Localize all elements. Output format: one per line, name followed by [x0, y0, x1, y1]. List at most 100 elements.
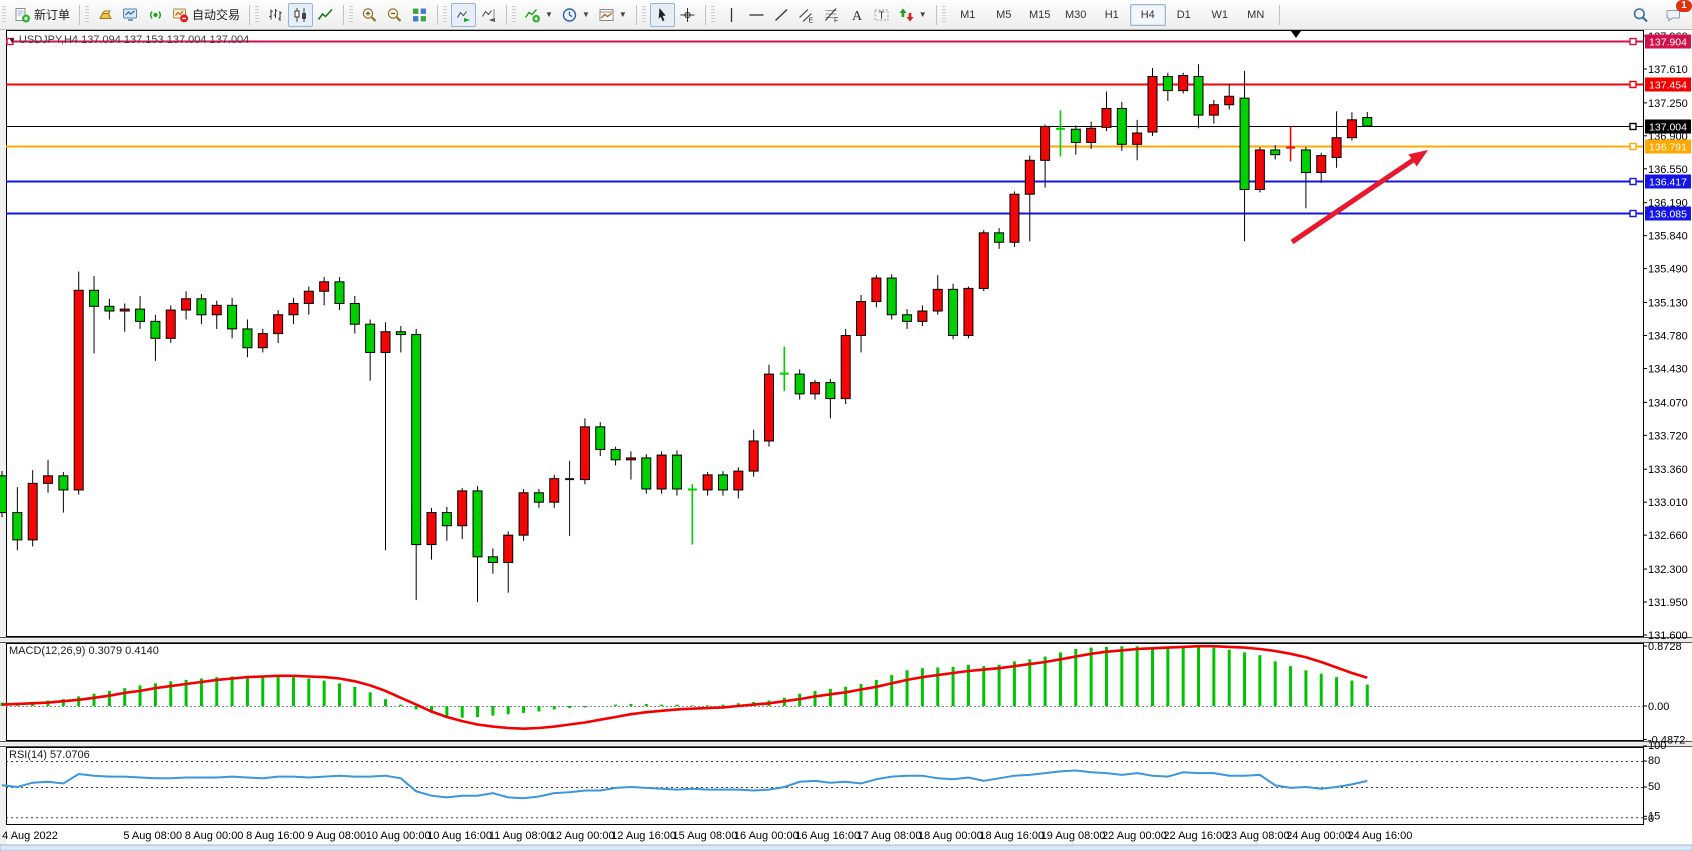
svg-text:22 Aug 00:00: 22 Aug 00:00 [1102, 830, 1167, 842]
svg-text:18 Aug 00:00: 18 Aug 00:00 [918, 830, 983, 842]
chart-shift-marker-icon [1291, 31, 1301, 38]
zoom-out-button[interactable] [382, 3, 407, 27]
timeframe-mn-button[interactable]: MN [1247, 8, 1265, 21]
timeframe-m5-button[interactable]: M5 [996, 8, 1012, 21]
arrows-button[interactable]: ▼ [894, 3, 931, 27]
indicators-icon [524, 7, 541, 23]
tile-windows-button[interactable] [407, 3, 432, 27]
line-chart-icon [317, 7, 334, 23]
chart-title-collapse-icon[interactable]: ▼ [8, 36, 16, 45]
svg-text:-0.4872: -0.4872 [1648, 734, 1685, 746]
svg-text:11 Aug 08:00: 11 Aug 08:00 [489, 830, 553, 842]
chart-shift-button[interactable] [476, 3, 501, 27]
chevron-down-icon[interactable]: ▼ [545, 10, 553, 19]
svg-text:8 Aug 00:00: 8 Aug 00:00 [185, 830, 244, 842]
line-handle[interactable] [6, 37, 14, 46]
svg-text:15: 15 [1648, 810, 1660, 822]
line-handle[interactable] [1629, 209, 1637, 218]
toolbar-grip [443, 5, 448, 24]
horizontal-line-button[interactable] [744, 3, 769, 27]
candlestick-button[interactable] [288, 2, 314, 27]
svg-text:134.780: 134.780 [1648, 330, 1688, 342]
timeframe-w1-button[interactable]: W1 [1211, 8, 1228, 21]
text-button[interactable]: A [844, 3, 869, 27]
svg-text:80: 80 [1648, 755, 1660, 767]
chevron-down-icon[interactable]: ▼ [918, 10, 927, 19]
auto-scroll-button[interactable] [451, 2, 477, 27]
svg-text:19 Aug 08:00: 19 Aug 08:00 [1041, 830, 1106, 842]
vertical-line-button[interactable] [719, 3, 744, 27]
search-button[interactable] [1628, 3, 1653, 27]
chevron-down-icon[interactable]: ▼ [581, 10, 590, 19]
toolbar-separator [79, 4, 81, 25]
svg-text:22 Aug 16:00: 22 Aug 16:00 [1163, 830, 1228, 842]
cursor-button[interactable] [649, 2, 675, 27]
candlestick-icon [292, 7, 309, 23]
toolbar-separator [635, 4, 637, 25]
channel-button[interactable]: E [794, 3, 819, 27]
rsi-panel: 100 80 50 150 [1, 740, 1666, 825]
timeframe-h1-button[interactable]: H1 [1104, 8, 1119, 21]
svg-text:4 Aug 2022: 4 Aug 2022 [2, 830, 58, 842]
toolbar-group-zoom [355, 0, 434, 29]
line-handle[interactable] [1629, 80, 1637, 89]
toolbar-grip [255, 5, 260, 24]
timeframe-m30-button[interactable]: M30 [1065, 8, 1087, 21]
search-icon [1632, 7, 1649, 23]
new-order-button[interactable]: 新订单 [10, 3, 74, 27]
svg-text:137.454: 137.454 [1649, 80, 1687, 92]
timeframe-h4-button[interactable]: H4 [1129, 3, 1166, 26]
zoom-in-icon [361, 7, 378, 23]
toolbar-group-pointer [648, 0, 702, 29]
label-button[interactable]: T [869, 3, 894, 27]
timeframe-d1-button[interactable]: D1 [1176, 8, 1191, 21]
horizontal-line-objects[interactable]: 137.904 137.454 137.004 136.791 136.417 136.0… [6, 34, 1691, 221]
indicators-button[interactable]: ▼ [520, 3, 557, 27]
toolbar-group-insert: ▼ ▼ ▼ [518, 0, 633, 29]
toolbar-separator [437, 4, 439, 25]
periods-button[interactable]: ▼ [557, 3, 594, 27]
market-button[interactable] [118, 3, 143, 27]
zoom-out-icon [386, 7, 403, 23]
svg-text:136.417: 136.417 [1649, 177, 1687, 189]
svg-text:50: 50 [1648, 781, 1660, 793]
line-handle[interactable] [1629, 177, 1637, 186]
timeframe-m1-button[interactable]: M1 [960, 8, 976, 21]
gold-button[interactable] [93, 3, 118, 27]
autotrade-label: 自动交易 [192, 8, 241, 22]
line-handle[interactable] [1629, 122, 1637, 131]
text-icon: A [848, 7, 865, 23]
chart-title: ▼ USDJPY,H4 137.094 137.153 137.004 137.0… [8, 34, 249, 46]
toolbar-grip [2, 5, 6, 24]
svg-text:136.550: 136.550 [1648, 164, 1688, 176]
timeframe-m15-button[interactable]: M15 [1029, 8, 1051, 21]
line-handle[interactable] [1629, 37, 1637, 46]
signals-button[interactable] [143, 3, 168, 27]
svg-text:131.600: 131.600 [1648, 630, 1688, 642]
bar-chart-icon [267, 7, 284, 23]
line-chart-button[interactable] [313, 3, 338, 27]
bar-chart-button[interactable] [263, 3, 288, 27]
svg-text:100: 100 [1648, 740, 1666, 752]
zoom-in-button[interactable] [357, 3, 382, 27]
autotrade-button[interactable]: 自动交易 [168, 3, 244, 27]
candlestick-series[interactable] [0, 64, 1373, 603]
trendline-button[interactable] [769, 3, 794, 27]
svg-text:131.950: 131.950 [1648, 597, 1688, 609]
chevron-down-icon[interactable]: ▼ [618, 10, 627, 19]
svg-text:137.004: 137.004 [1649, 122, 1687, 134]
template-button[interactable]: ▼ [594, 3, 631, 27]
svg-text:24 Aug 16:00: 24 Aug 16:00 [1347, 830, 1412, 842]
periods-icon [561, 7, 578, 23]
svg-text:16 Aug 16:00: 16 Aug 16:00 [795, 830, 860, 842]
toolbar-grip [710, 5, 715, 24]
trend-arrow-object[interactable] [1290, 150, 1428, 245]
line-handle[interactable] [1629, 142, 1637, 151]
macd-panel: 0.8728 0.00 -0.4872 [0, 641, 1685, 746]
chat-button[interactable]: 1 [1661, 0, 1692, 27]
fibonacci-button[interactable]: F [819, 3, 844, 27]
crosshair-button[interactable] [675, 3, 700, 27]
autotrade-icon [172, 7, 189, 23]
toolbar-grip [512, 5, 517, 24]
